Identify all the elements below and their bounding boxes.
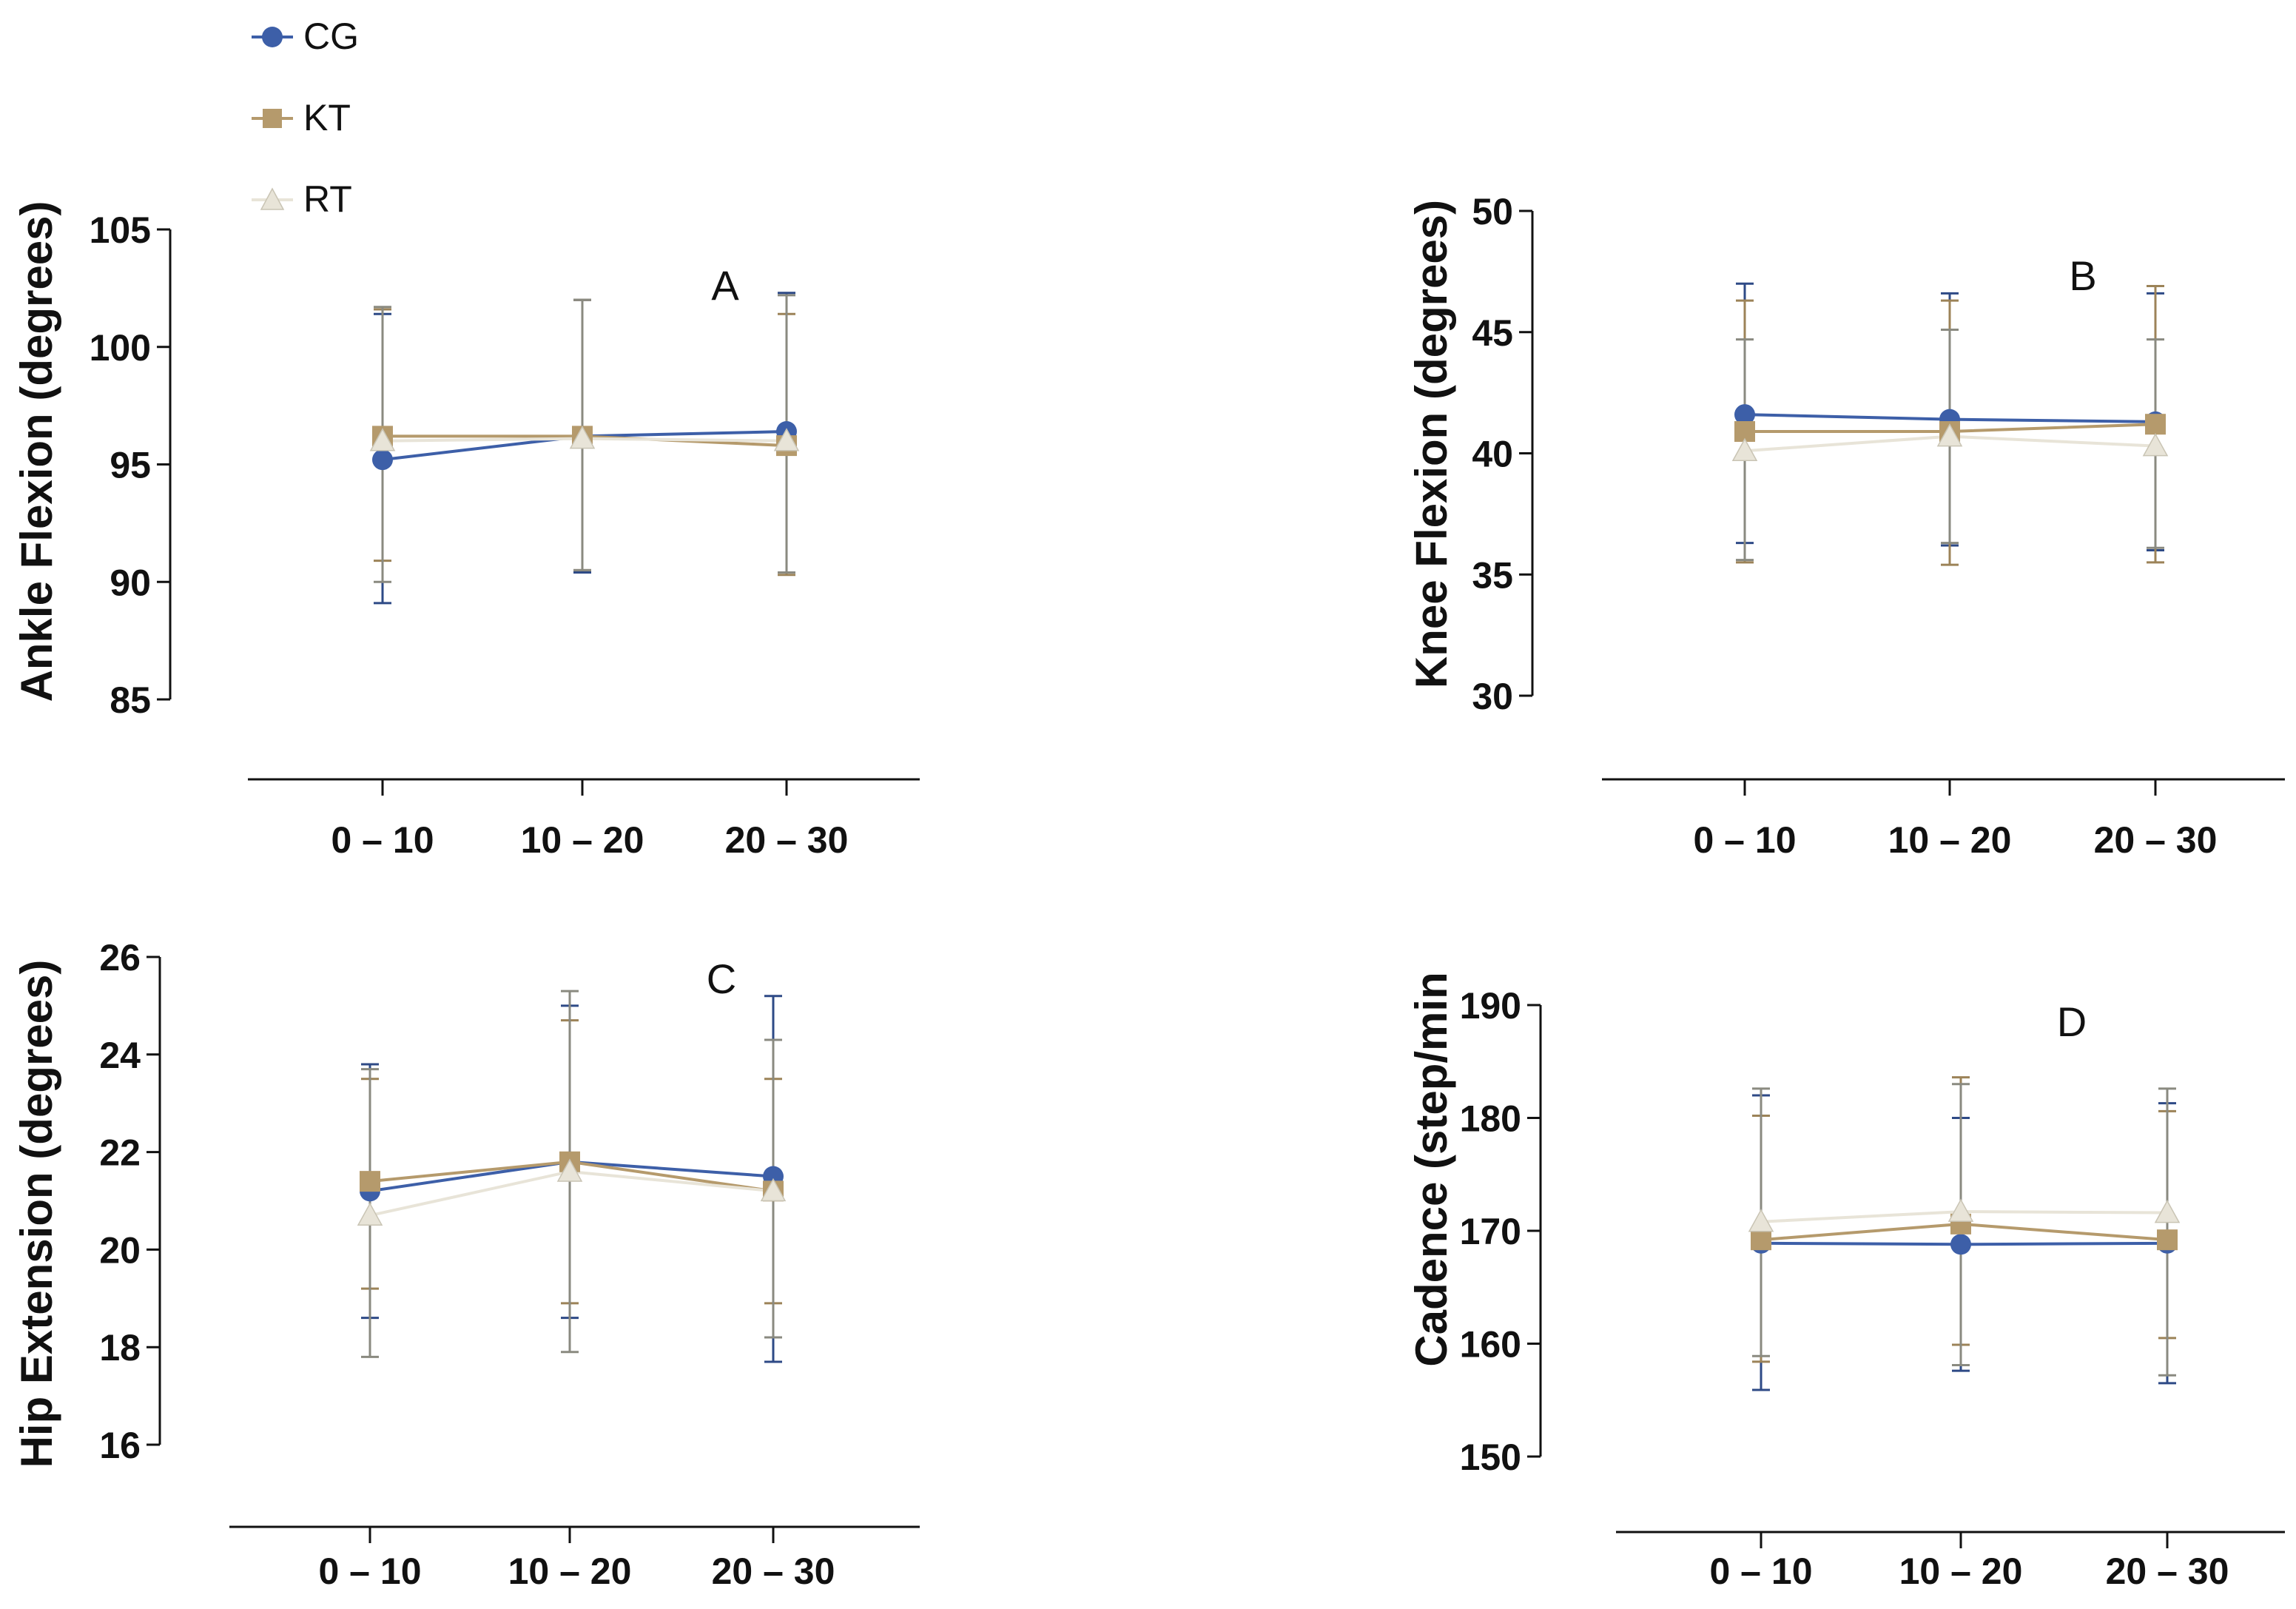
panel-letter: B	[2069, 252, 2096, 299]
legend-label-kt: KT	[303, 97, 351, 138]
x-tick-label: 10 – 20	[508, 1551, 632, 1592]
data-point-kt	[1751, 1229, 1771, 1251]
data-point-kt	[2145, 414, 2166, 435]
data-point-rt	[1936, 423, 1963, 447]
legend-entry-kt: KT	[252, 97, 351, 138]
y-tick-label: 22	[99, 1132, 141, 1174]
x-tick-label: 20 – 30	[712, 1551, 835, 1592]
y-tick-label: 85	[110, 679, 151, 721]
y-tick-label: 105	[90, 209, 151, 251]
x-tick-label: 0 – 10	[1709, 1551, 1812, 1592]
legend-entry-cg: CG	[252, 16, 359, 57]
y-tick-label: 45	[1472, 312, 1513, 354]
data-point-rt	[760, 1178, 787, 1202]
y-tick-label: 30	[1472, 676, 1513, 717]
y-tick-label: 26	[99, 937, 141, 978]
y-axis-label: Hip Extension (degrees)	[12, 960, 61, 1468]
data-point-rt	[2142, 433, 2169, 457]
data-point-rt	[2154, 1200, 2181, 1223]
x-tick-label: 10 – 20	[1899, 1551, 2023, 1592]
panel-b: 30 35 40 45 50 Knee Flexion (degrees) 0 – 10 10…	[1407, 191, 2285, 861]
y-tick-label: 16	[99, 1425, 141, 1466]
legend-marker-cg	[262, 27, 283, 47]
panel-letter: D	[2057, 998, 2087, 1045]
panel-c: 16 18 20 22 24 26 Hip Extension (degrees) 0 – 1…	[12, 937, 920, 1592]
y-tick-label: 95	[110, 445, 151, 486]
data-point-rt	[569, 426, 596, 449]
y-tick-label: 90	[110, 562, 151, 603]
legend-label-rt: RT	[303, 178, 352, 220]
data-point-cg	[1950, 1234, 1971, 1255]
data-point-rt	[1947, 1198, 1974, 1222]
y-tick-label: 20	[99, 1229, 141, 1271]
data-point-rt	[1731, 437, 1758, 461]
y-axis-label: Ankle Flexion (degrees)	[12, 201, 61, 702]
panel-a: 85 90 95 100 105 Ankle Flexion (degrees) 0 – 1…	[12, 201, 920, 861]
y-tick-label: 150	[1460, 1437, 1521, 1478]
data-point-kt	[360, 1171, 380, 1192]
y-tick-label: 35	[1472, 554, 1513, 596]
data-point-rt	[357, 1202, 383, 1226]
x-tick-label: 10 – 20	[521, 819, 644, 861]
legend-entry-rt: RT	[252, 178, 352, 220]
y-axis-label: Cadence (step/min	[1407, 972, 1456, 1366]
y-tick-label: 18	[99, 1327, 141, 1368]
legend-label-cg: CG	[303, 16, 359, 57]
y-tick-label: 190	[1460, 985, 1521, 1027]
data-point-rt	[773, 428, 800, 451]
x-tick-label: 20 – 30	[2094, 819, 2218, 861]
x-tick-label: 0 – 10	[331, 819, 434, 861]
data-point-rt	[556, 1158, 583, 1182]
data-point-kt	[2157, 1229, 2178, 1251]
data-point-rt	[1748, 1209, 1774, 1232]
y-axis-label: Knee Flexion (degrees)	[1407, 200, 1456, 688]
data-point-rt	[369, 428, 396, 451]
legend-marker-kt	[263, 109, 282, 128]
y-tick-label: 170	[1460, 1211, 1521, 1252]
legend: CG KT RT	[252, 16, 359, 220]
y-tick-label: 100	[90, 327, 151, 369]
y-tick-label: 50	[1472, 191, 1513, 232]
x-tick-label: 20 – 30	[725, 819, 849, 861]
data-point-cg	[372, 449, 393, 471]
x-tick-label: 0 – 10	[1693, 819, 1796, 861]
data-point-cg	[1734, 404, 1755, 426]
panel-letter: C	[707, 955, 736, 1002]
x-tick-label: 20 – 30	[2106, 1551, 2229, 1592]
x-tick-label: 10 – 20	[1888, 819, 2012, 861]
y-tick-label: 160	[1460, 1324, 1521, 1366]
y-tick-label: 180	[1460, 1098, 1521, 1140]
legend-marker-rt	[260, 187, 285, 210]
panel-letter: A	[711, 262, 739, 309]
y-tick-label: 24	[99, 1035, 141, 1076]
y-tick-label: 40	[1472, 434, 1513, 475]
x-tick-label: 0 – 10	[318, 1551, 421, 1592]
